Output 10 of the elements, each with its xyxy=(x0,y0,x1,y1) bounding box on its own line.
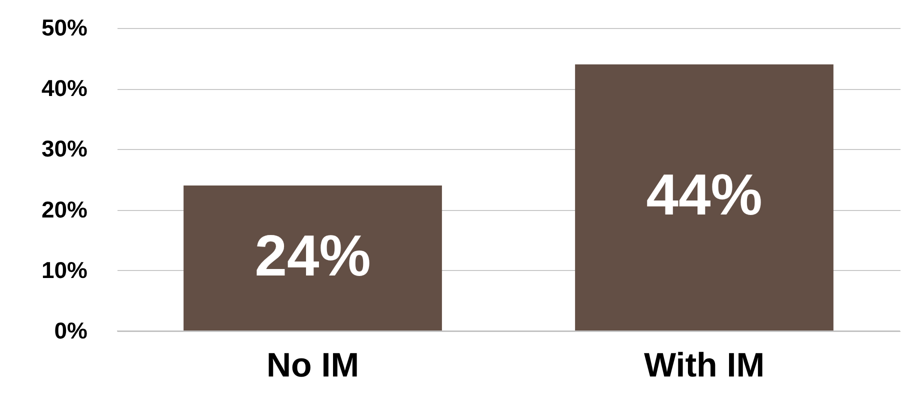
data-label: 44% xyxy=(646,162,762,228)
data-label: 24% xyxy=(254,223,371,288)
y-tick-label: 50% xyxy=(41,14,88,40)
x-tick-label: With IM xyxy=(644,346,765,384)
y-tick-label: 20% xyxy=(41,196,88,222)
x-tick-label: No IM xyxy=(266,346,360,384)
y-tick-label: 0% xyxy=(54,318,88,344)
y-tick-label: 30% xyxy=(41,136,88,162)
y-tick-label: 40% xyxy=(41,75,88,102)
y-tick-label: 10% xyxy=(41,256,88,283)
